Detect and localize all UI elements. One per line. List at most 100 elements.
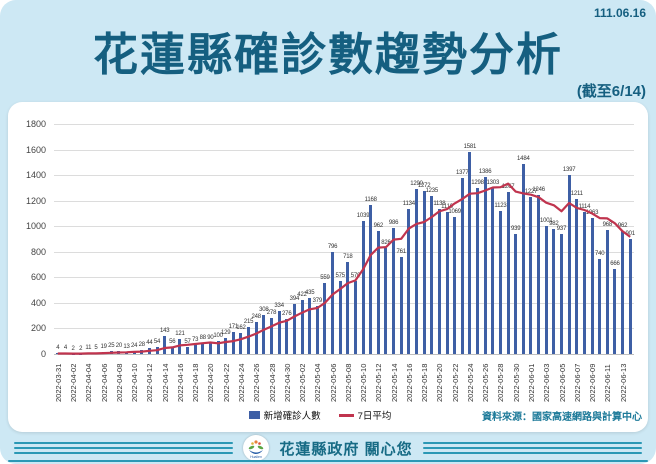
footer: Hualien 花蓮縣政府 關心您	[0, 432, 656, 464]
bar-value-label: 24	[130, 342, 138, 349]
bar-value-label: 276	[282, 310, 292, 317]
y-axis-tick-label: 1600	[25, 144, 46, 155]
bar-value-label: 19	[100, 343, 107, 350]
report-date: 111.06.16	[593, 6, 646, 20]
bar-value-label: 740	[594, 251, 605, 258]
footer-slogan: 花蓮縣政府 關心您	[279, 440, 413, 458]
x-axis-tick-label: 2022-04-18	[191, 363, 201, 402]
daily-cases-bar	[270, 318, 273, 354]
daily-cases-bar	[476, 188, 480, 354]
y-axis-tick-label: 400	[30, 297, 46, 308]
daily-cases-bar	[178, 338, 182, 354]
bar-value-label: 1069	[448, 209, 461, 216]
bar-value-label: 44	[146, 340, 153, 347]
x-axis-tick-label: 2022-04-26	[252, 363, 262, 402]
bar-value-label: 25	[108, 342, 115, 349]
svg-text:Hualien: Hualien	[250, 455, 262, 459]
bar-value-label: 761	[396, 248, 407, 255]
x-axis-tick-label: 2022-05-18	[420, 363, 430, 402]
bar-value-label: 28	[138, 342, 145, 349]
x-axis-tick-label: 2022-06-03	[542, 363, 552, 402]
daily-cases-bar	[582, 211, 586, 354]
daily-cases-bar	[277, 311, 281, 354]
bar-value-label: 796	[327, 244, 338, 251]
daily-cases-bar	[186, 346, 190, 354]
hualien-county-logo-icon: Hualien	[243, 435, 270, 461]
bar-value-label: 129	[220, 329, 231, 336]
x-axis-tick-label: 2022-05-28	[496, 363, 506, 402]
legend-item-line: 7日平均	[338, 408, 391, 422]
daily-cases-bar	[399, 256, 403, 354]
x-axis-tick-label: 2022-04-20	[206, 363, 216, 402]
bar-value-label: 1211	[570, 191, 583, 198]
daily-cases-bar	[430, 196, 434, 354]
x-axis-tick-label: 2022-04-06	[99, 363, 109, 402]
bar-value-label: 11	[85, 344, 92, 351]
daily-cases-bar	[552, 228, 556, 354]
x-axis-tick-label: 2022-04-12	[145, 363, 155, 402]
daily-cases-bar	[94, 353, 98, 354]
x-axis-tick-label: 2022-06-07	[572, 363, 582, 402]
daily-cases-bar	[491, 187, 495, 354]
daily-cases-bar	[125, 352, 128, 354]
gridline	[54, 175, 634, 177]
daily-cases-bar	[407, 209, 411, 354]
bar-value-label: 901	[625, 230, 635, 237]
daily-cases-bar	[86, 352, 90, 354]
gridline	[54, 354, 634, 355]
daily-cases-bar	[170, 346, 174, 354]
daily-cases-bar	[392, 228, 396, 354]
daily-cases-bar	[369, 204, 373, 354]
bar-value-label: 162	[236, 325, 246, 332]
daily-cases-bar	[117, 351, 121, 354]
bar-series-label: 新增確診人數	[263, 411, 321, 422]
x-axis-tick-label: 2022-05-26	[481, 363, 491, 402]
bar-value-label: 1168	[364, 196, 377, 203]
daily-cases-bar	[506, 192, 510, 354]
daily-cases-bar	[560, 234, 563, 354]
footer-decorative-lines-left	[14, 442, 234, 454]
bar-value-label: 4	[56, 345, 60, 352]
gridline	[54, 149, 634, 151]
daily-cases-bar	[247, 326, 251, 354]
chart-panel: 0 200 400 600 800 1000 1200 1400 1600 1800 4 4 2 2 11 5…	[8, 102, 648, 432]
x-axis-tick-label: 2022-05-12	[374, 363, 384, 402]
bar-value-label: 1377	[456, 170, 469, 177]
x-axis-tick-label: 2022-05-02	[298, 363, 308, 402]
bar-value-label: 54	[153, 339, 161, 346]
bar-value-label: 1246	[532, 186, 545, 193]
y-axis-tick-label: 1000	[25, 221, 46, 232]
x-axis-tick-label: 2022-05-14	[389, 363, 399, 402]
x-axis-tick-label: 2022-04-08	[114, 363, 124, 402]
daily-cases-bar	[338, 280, 342, 354]
daily-cases-bar	[63, 353, 67, 354]
bar-value-label: 1303	[486, 179, 500, 186]
daily-cases-bar	[415, 189, 418, 354]
daily-cases-bar	[239, 333, 243, 354]
bar-value-label: 962	[373, 223, 384, 230]
daily-cases-bar	[201, 342, 205, 354]
data-source-note: 資料來源：國家高速網路與計算中心	[482, 412, 642, 423]
x-axis-tick-label: 2022-04-22	[221, 363, 231, 402]
daily-cases-bar	[292, 303, 296, 354]
daily-cases-bar	[353, 281, 357, 354]
y-axis-tick-label: 800	[30, 246, 46, 257]
bar-value-label: 1063	[585, 210, 599, 217]
daily-cases-bar	[254, 322, 258, 354]
legend-item-bars: 新增確診人數	[248, 408, 321, 422]
x-axis-tick-label: 2022-03-31	[53, 363, 63, 402]
bar-value-label: 1114	[578, 203, 591, 210]
daily-cases-bar	[346, 262, 350, 354]
line-series-swatch	[338, 413, 354, 417]
daily-cases-bar	[147, 348, 151, 354]
y-axis-tick-label: 200	[30, 323, 46, 334]
daily-cases-bar	[567, 175, 571, 354]
bar-value-label: 986	[388, 220, 399, 226]
daily-cases-bar	[605, 230, 609, 354]
daily-cases-bar	[109, 350, 113, 354]
daily-cases-bar	[460, 178, 464, 354]
bar-value-label: 20	[115, 343, 122, 350]
bar-value-label: 937	[556, 226, 567, 233]
y-axis-tick-label: 1800	[25, 119, 46, 129]
daily-cases-bar	[422, 191, 426, 354]
